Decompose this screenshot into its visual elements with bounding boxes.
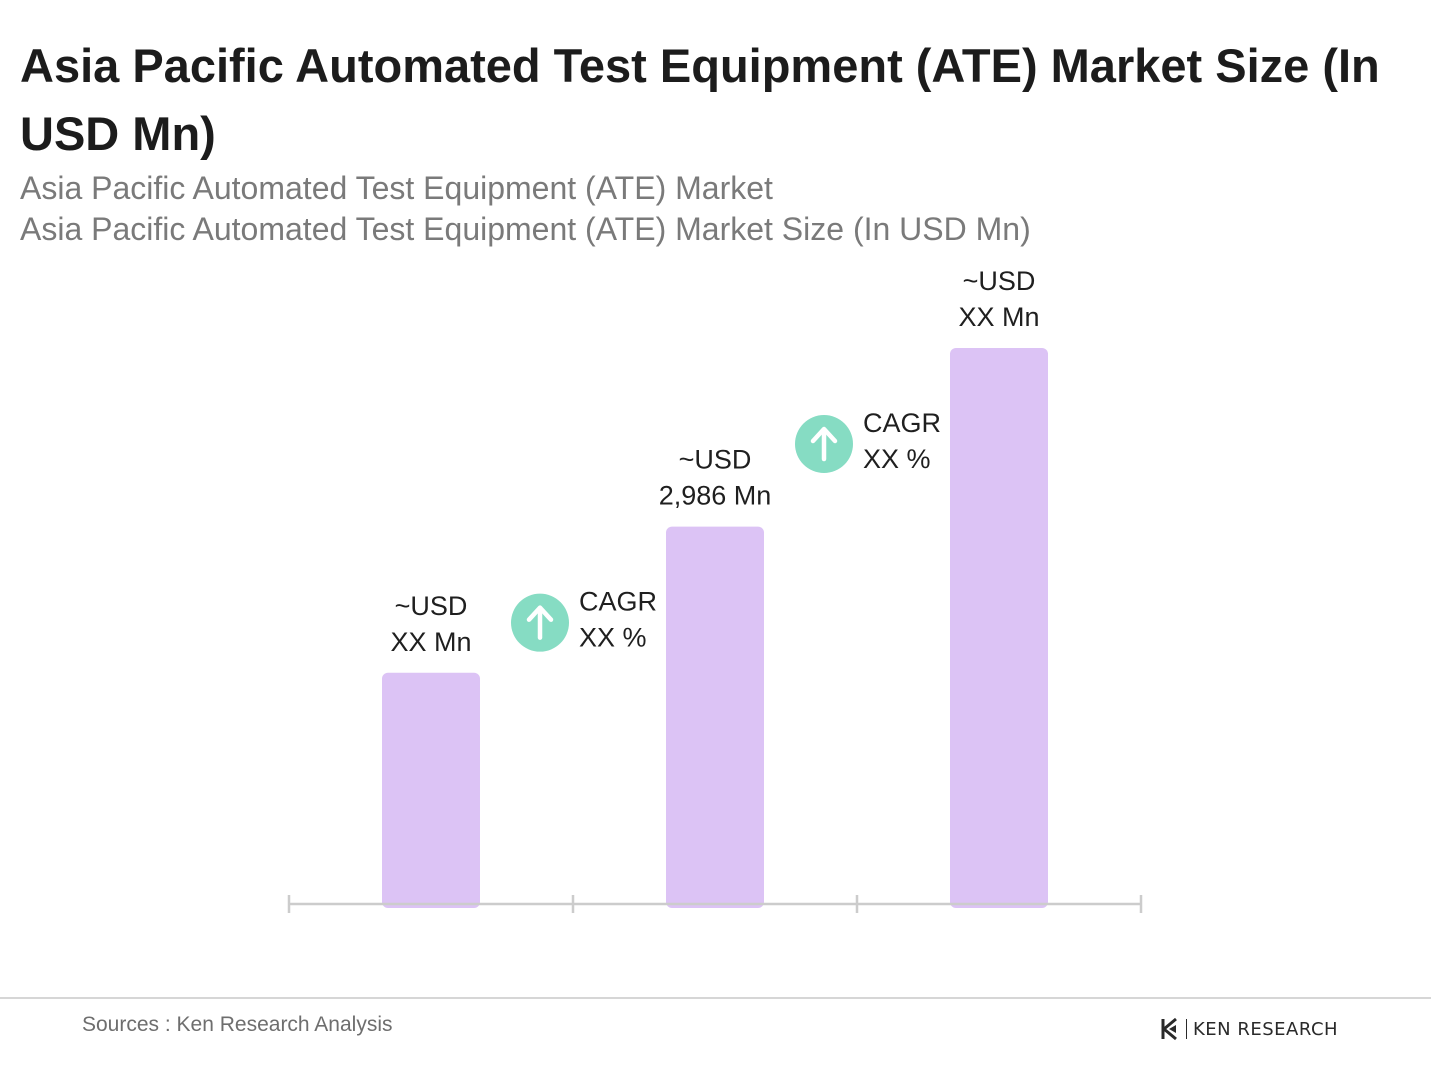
chart-subtitle-secondary: Asia Pacific Automated Test Equipment (A…: [20, 211, 1031, 247]
bar: [382, 672, 480, 908]
brand-name: KEN RESEARCH: [1193, 1018, 1339, 1040]
cagr-marker: CAGR XX %: [795, 408, 941, 474]
x-axis: [287, 895, 1143, 913]
data-label-line: ~USD: [963, 266, 1036, 296]
arrow-head: [526, 605, 554, 622]
cagr-label-value: XX %: [579, 623, 647, 653]
arrow-head: [810, 426, 838, 444]
bar-series: [382, 348, 1048, 908]
brand-logo: KEN RESEARCH: [1160, 1015, 1338, 1043]
data-label-line: XX Mn: [958, 302, 1039, 332]
data-label: ~USD 2,986 Mn: [659, 445, 772, 511]
data-label-line: 2,986 Mn: [659, 481, 772, 511]
cagr-label-title: CAGR: [863, 408, 941, 438]
data-label: ~USD XX Mn: [390, 591, 471, 657]
cagr-markers: CAGR XX % CAGR XX %: [511, 408, 941, 653]
data-label: ~USD XX Mn: [958, 266, 1039, 332]
bar: [666, 526, 764, 908]
chart-subtitle: Asia Pacific Automated Test Equipment (A…: [20, 170, 773, 206]
arrow-up-icon: [526, 605, 554, 640]
data-labels: ~USD XX Mn ~USD 2,986 Mn ~USD XX Mn: [390, 266, 1039, 657]
bar-chart: ~USD XX Mn~USD 2,986 Mn~USD XX Mn CAGR XX %C…: [287, 266, 1143, 913]
logo-separator: [1186, 1019, 1187, 1039]
ken-research-logo-icon: [1161, 1017, 1177, 1041]
bar: [950, 348, 1048, 908]
arrow-up-icon: [810, 426, 838, 462]
cagr-label-value: XX %: [863, 444, 931, 474]
cagr-label: CAGR XX %: [863, 408, 941, 474]
source-note: Sources : Ken Research Analysis: [82, 1013, 393, 1036]
cagr-marker: CAGR XX %: [511, 587, 657, 653]
footer-divider: [0, 997, 1431, 999]
data-label-line: XX Mn: [390, 627, 471, 657]
data-label-line: ~USD: [395, 591, 468, 621]
data-label-line: ~USD: [679, 445, 752, 475]
cagr-label-title: CAGR: [579, 587, 657, 617]
cagr-label: CAGR XX %: [579, 587, 657, 653]
chart-title: Asia Pacific Automated Test Equipment (A…: [20, 39, 1380, 160]
